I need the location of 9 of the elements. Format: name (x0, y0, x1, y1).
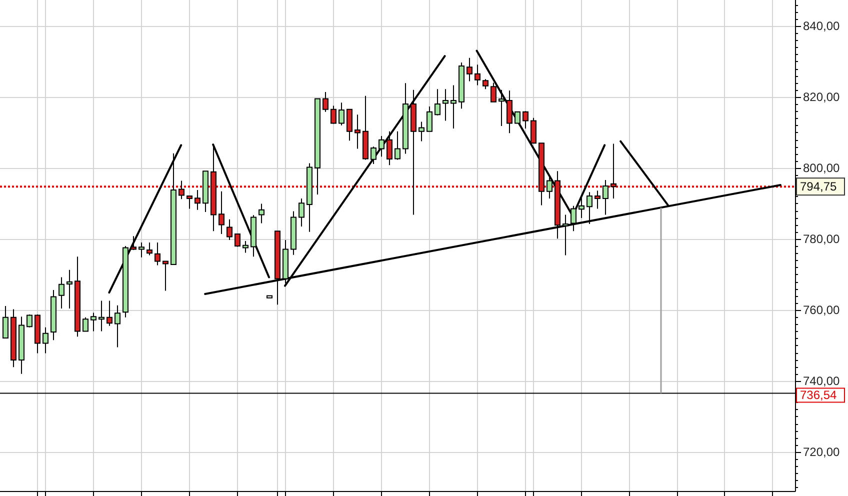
ref-line-label: 736,54 (800, 388, 838, 402)
y-tick-label: 820,00 (803, 90, 840, 104)
y-tick-label: 840,00 (803, 18, 840, 33)
ref-line-label: 794,75 (800, 180, 838, 194)
y-tick-label: 740,00 (803, 374, 840, 388)
y-tick-label: 720,00 (803, 444, 840, 459)
y-tick-label: 760,00 (803, 302, 840, 317)
y-tick-label: 800,00 (803, 160, 840, 175)
y-tick-label: 780,00 (803, 232, 840, 246)
